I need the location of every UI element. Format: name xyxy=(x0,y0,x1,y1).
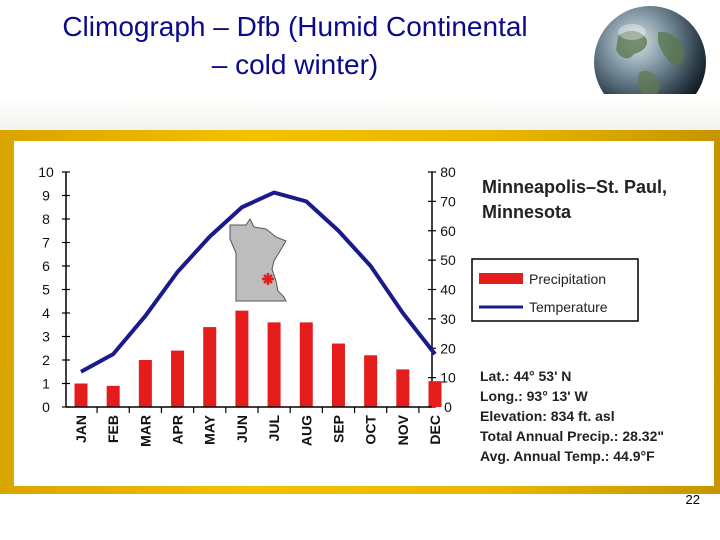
precipitation-bar-feb xyxy=(106,385,120,407)
month-label-aug: AUG xyxy=(298,415,314,446)
chart-legend: Precipitation Temperature xyxy=(471,258,639,322)
left-axis-tick-label: 9 xyxy=(42,188,50,204)
left-axis-tick-label: 10 xyxy=(38,164,54,180)
right-axis-tick-label: 10 xyxy=(440,370,456,386)
month-label-jul: JUL xyxy=(266,415,282,442)
left-axis-tick-label: 7 xyxy=(42,235,50,251)
slide-title-line-1: Climograph – Dfb (Humid Continental xyxy=(62,11,528,42)
precipitation-bars xyxy=(74,310,442,407)
temperature-line xyxy=(80,190,437,374)
decorative-band xyxy=(0,94,720,130)
slide-title: Climograph – Dfb (Humid Continental – co… xyxy=(0,8,590,84)
info-annual-precip: Total Annual Precip.: 28.32" xyxy=(480,428,664,444)
right-axis-tick-label: 80 xyxy=(440,164,456,180)
left-axis-tick-label: 2 xyxy=(42,352,50,368)
precipitation-bar-jul xyxy=(267,322,281,407)
precipitation-bar-oct xyxy=(364,355,378,407)
right-axis-tick-label: 40 xyxy=(440,282,456,298)
minnesota-state-shape xyxy=(229,218,287,302)
right-axis-tick-label: 50 xyxy=(440,252,456,268)
climograph-panel: 10 9 8 7 6 5 4 3 2 1 0 80 70 60 50 40 30 20 10 0 JAN FEB MAR… xyxy=(14,141,714,486)
chart-title-line-1: Minneapolis–St. Paul, xyxy=(482,177,667,197)
info-elevation: Elevation: 834 ft. asl xyxy=(480,408,615,424)
month-label-may: MAY xyxy=(202,414,218,444)
month-labels: JAN FEB MAR APR MAY JUN JUL AUG SEP OCT NOV DEC xyxy=(73,414,443,447)
info-longitude: Long.: 93° 13' W xyxy=(480,388,589,404)
left-axis-tick-label: 3 xyxy=(42,329,50,345)
info-latitude: Lat.: 44° 53' N xyxy=(480,368,571,384)
month-label-feb: FEB xyxy=(105,415,121,443)
precipitation-bar-jun xyxy=(235,310,249,407)
left-axis-tick-label: 1 xyxy=(42,376,50,392)
legend-temperature-label: Temperature xyxy=(529,299,608,315)
right-axis-tick-label: 60 xyxy=(440,223,456,239)
precipitation-bar-aug xyxy=(299,322,313,407)
right-axis-tick-label: 0 xyxy=(444,399,452,415)
month-label-jun: JUN xyxy=(234,415,250,443)
legend-precipitation-swatch xyxy=(479,273,523,284)
minneapolis-location-icon xyxy=(262,273,274,285)
right-axis-tick-label: 20 xyxy=(440,340,456,356)
slide-title-line-2: – cold winter) xyxy=(211,49,379,80)
month-label-jan: JAN xyxy=(73,415,89,443)
month-label-dec: DEC xyxy=(427,415,443,445)
precipitation-bar-mar xyxy=(138,360,152,407)
month-label-nov: NOV xyxy=(395,414,411,445)
info-annual-temp: Avg. Annual Temp.: 44.9°F xyxy=(480,448,655,464)
month-label-apr: APR xyxy=(170,415,186,445)
month-ticks xyxy=(96,407,420,413)
precipitation-bar-dec xyxy=(428,381,442,407)
left-axis-tick-label: 4 xyxy=(42,305,50,321)
right-axis: 80 70 60 50 40 30 20 10 0 xyxy=(428,164,456,415)
legend-precipitation-label: Precipitation xyxy=(529,271,606,287)
precipitation-bar-may xyxy=(203,327,217,407)
left-axis-tick-label: 0 xyxy=(42,399,50,415)
station-info: Lat.: 44° 53' N Long.: 93° 13' W Elevati… xyxy=(480,368,664,464)
month-label-oct: OCT xyxy=(363,415,379,445)
precipitation-bar-nov xyxy=(396,369,410,407)
month-label-mar: MAR xyxy=(137,415,153,447)
precipitation-bar-apr xyxy=(171,350,185,407)
minnesota-inset-map xyxy=(229,218,287,302)
precipitation-bar-jan xyxy=(74,383,88,407)
page-number: 22 xyxy=(685,492,700,507)
right-axis-tick-label: 70 xyxy=(440,193,456,209)
left-axis-tick-label: 8 xyxy=(42,211,50,227)
precipitation-bar-sep xyxy=(331,343,345,407)
left-axis-tick-label: 6 xyxy=(42,258,50,274)
left-axis-tick-label: 5 xyxy=(42,282,50,298)
chart-title-line-2: Minnesota xyxy=(482,202,572,222)
right-axis-tick-label: 30 xyxy=(440,311,456,327)
month-label-sep: SEP xyxy=(330,415,346,443)
